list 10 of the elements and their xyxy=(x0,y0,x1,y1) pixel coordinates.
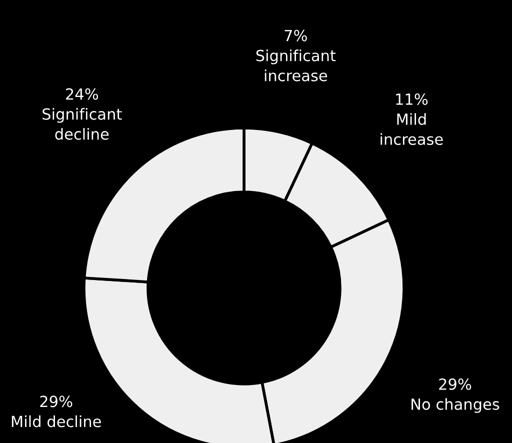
slice-label: No changes xyxy=(412,398,500,413)
data-label: 29% xyxy=(439,378,472,390)
slice-label: Significant increase xyxy=(256,50,336,82)
data-label: 24% xyxy=(66,88,98,100)
slice-label: Significant decline xyxy=(42,108,122,140)
data-label: 11% xyxy=(396,93,428,105)
slice-label: Mild decline xyxy=(12,415,101,428)
data-label: 29% xyxy=(40,396,72,408)
slice-label: Mild increase xyxy=(380,113,443,145)
data-label: 7% xyxy=(284,30,307,42)
